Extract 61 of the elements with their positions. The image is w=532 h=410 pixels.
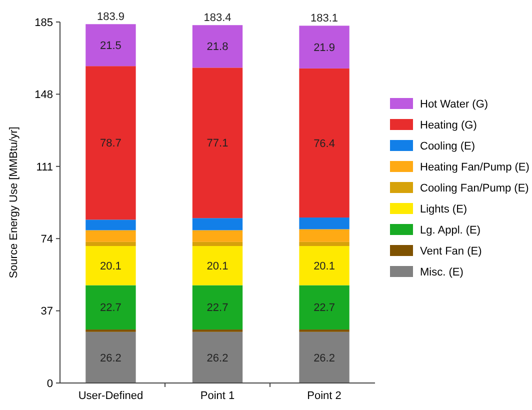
data-label: 21.8 [206, 41, 228, 54]
total-label: 183.4 [204, 12, 232, 24]
bar [86, 332, 136, 383]
y-tick-label: 148 [34, 89, 53, 102]
bar [86, 230, 136, 242]
data-label: 26.2 [314, 352, 335, 364]
bar [299, 26, 350, 68]
total-label: 183.9 [96, 11, 124, 24]
bar [299, 242, 350, 246]
bar [299, 229, 350, 242]
data-label: 21.9 [314, 42, 335, 54]
data-label: 22.7 [100, 302, 122, 314]
legend-label: Heating (G) [420, 119, 477, 132]
x-tick-label: Point 1 [200, 390, 235, 402]
data-label: 21.5 [100, 40, 122, 52]
legend-label: Misc. (E) [420, 266, 464, 278]
x-tick-label: User-Defined [78, 390, 144, 402]
data-label: 20.1 [100, 260, 122, 272]
bar [299, 285, 350, 330]
total-label: 183.1 [310, 12, 338, 25]
bar [299, 218, 350, 230]
legend-label: Heating Fan/Pump (E) [420, 161, 530, 174]
y-tick-label: 185 [34, 16, 53, 29]
legend-label: Hot Water (G) [420, 98, 488, 110]
bar [192, 218, 243, 230]
data-label: 20.1 [206, 260, 228, 272]
y-tick-label: 37 [40, 306, 53, 318]
data-label: 20.1 [314, 260, 335, 272]
bar [192, 230, 243, 242]
y-tick-label: 74 [40, 233, 53, 246]
y-tick-label: 0 [46, 378, 53, 390]
bar [192, 25, 243, 68]
legend-label: Vent Fan (E) [420, 245, 482, 258]
data-label: 77.1 [206, 138, 228, 150]
legend-label: Cooling Fan/Pump (E) [420, 182, 529, 194]
data-label: 26.2 [100, 352, 122, 364]
legend-label: Lg. Appl. (E) [420, 224, 481, 236]
data-label: 78.7 [100, 138, 122, 150]
bar [86, 24, 136, 66]
bar [86, 285, 136, 330]
data-label: 76.4 [314, 138, 335, 150]
bar [299, 68, 350, 218]
bar [192, 246, 243, 286]
data-label: 22.7 [314, 302, 335, 314]
bar [299, 246, 350, 286]
y-axis-title: Source Energy Use [MMBtu/yr] [8, 126, 20, 278]
data-label: 22.7 [206, 302, 228, 314]
y-tick-label: 111 [36, 161, 53, 174]
legend-label: Cooling (E) [420, 140, 476, 152]
x-tick-label: Point 2 [307, 390, 342, 402]
legend-label: Lights (E) [420, 203, 468, 216]
data-label: 26.2 [206, 352, 228, 364]
bar [192, 242, 243, 246]
bar [192, 332, 243, 383]
bar [86, 66, 136, 220]
bar [86, 220, 136, 230]
bar [86, 242, 136, 246]
bar [192, 285, 243, 330]
bar [192, 68, 243, 218]
bar [299, 332, 350, 383]
bar [86, 246, 136, 286]
